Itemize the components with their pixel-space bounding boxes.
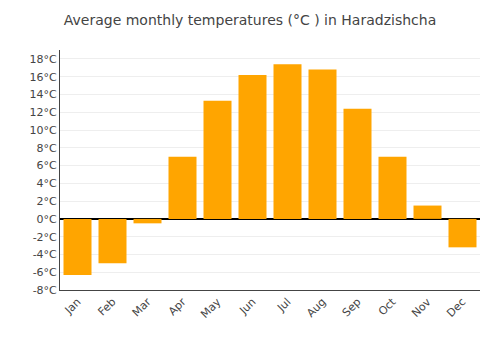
svg-text:Oct: Oct <box>376 295 399 318</box>
svg-text:4°C: 4°C <box>37 177 57 190</box>
svg-text:Jun: Jun <box>236 295 258 317</box>
svg-text:14°C: 14°C <box>30 88 57 101</box>
svg-text:Jul: Jul <box>274 296 293 315</box>
svg-text:Nov: Nov <box>409 295 434 320</box>
svg-text:-2°C: -2°C <box>33 231 57 244</box>
svg-text:Apr: Apr <box>166 295 189 318</box>
svg-text:Sep: Sep <box>340 296 364 320</box>
svg-text:Jan: Jan <box>62 296 84 318</box>
svg-text:Average monthly temperatures (: Average monthly temperatures (°C ) in Ha… <box>64 12 436 28</box>
svg-text:Mar: Mar <box>130 295 154 319</box>
svg-text:-6°C: -6°C <box>33 266 57 279</box>
svg-text:Dec: Dec <box>444 296 468 320</box>
svg-text:12°C: 12°C <box>30 106 57 119</box>
svg-text:Feb: Feb <box>96 296 119 319</box>
svg-text:2°C: 2°C <box>37 195 57 208</box>
svg-text:May: May <box>198 295 224 321</box>
svg-text:8°C: 8°C <box>37 142 57 155</box>
svg-text:-4°C: -4°C <box>33 248 57 261</box>
svg-text:Aug: Aug <box>304 296 328 320</box>
svg-text:0°C: 0°C <box>37 213 57 226</box>
svg-text:-8°C: -8°C <box>33 284 57 297</box>
svg-text:16°C: 16°C <box>30 71 57 84</box>
svg-text:18°C: 18°C <box>30 53 57 66</box>
svg-text:10°C: 10°C <box>30 124 57 137</box>
svg-text:6°C: 6°C <box>37 159 57 172</box>
